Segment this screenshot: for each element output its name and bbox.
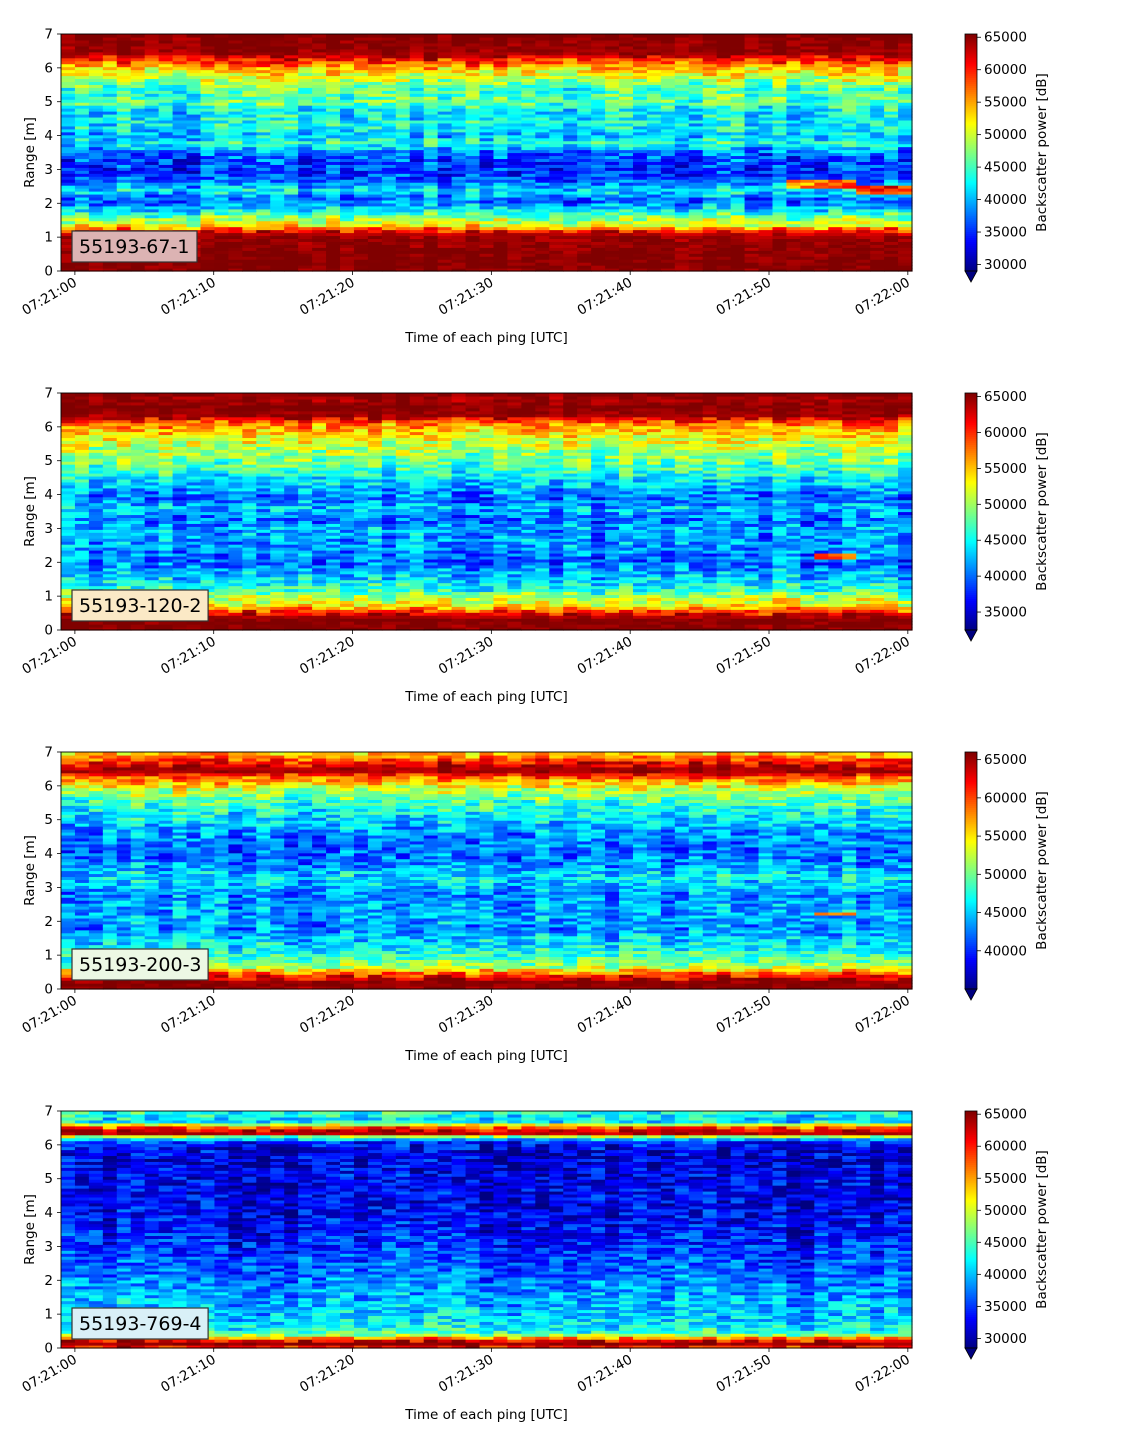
figure: 0123456707:21:00 07:21:10 07:21:20 07:21:30… xyxy=(0,0,1140,1436)
heatmap-cell xyxy=(131,34,146,38)
heatmap-cell xyxy=(256,34,271,38)
heatmap-cell xyxy=(242,34,257,38)
heatmap-cell xyxy=(326,34,341,38)
heatmap-cell xyxy=(173,34,188,38)
heatmap-cell xyxy=(354,34,369,38)
heatmap-cell xyxy=(410,34,425,38)
heatmap-cell xyxy=(159,34,174,38)
heatmap-cell xyxy=(284,34,299,38)
heatmap-cell xyxy=(382,34,397,38)
heatmap-cell xyxy=(103,34,118,38)
heatmap-cell xyxy=(89,34,104,38)
heatmap-cell xyxy=(201,34,216,38)
heatmap-cell xyxy=(396,34,411,38)
heatmap-cell xyxy=(145,34,160,38)
heatmap-cell xyxy=(228,34,243,38)
heatmap-cell xyxy=(214,34,229,38)
heatmap-cell xyxy=(187,34,202,38)
heatmap-cell xyxy=(61,34,76,38)
heatmap-cell xyxy=(75,34,90,38)
heatmap-cell xyxy=(368,34,383,38)
heatmap-cell xyxy=(312,34,327,38)
heatmap-cell xyxy=(117,34,132,38)
heatmap-cell xyxy=(298,34,313,38)
heatmap-cell xyxy=(270,34,285,38)
heatmap-cell xyxy=(340,34,355,38)
